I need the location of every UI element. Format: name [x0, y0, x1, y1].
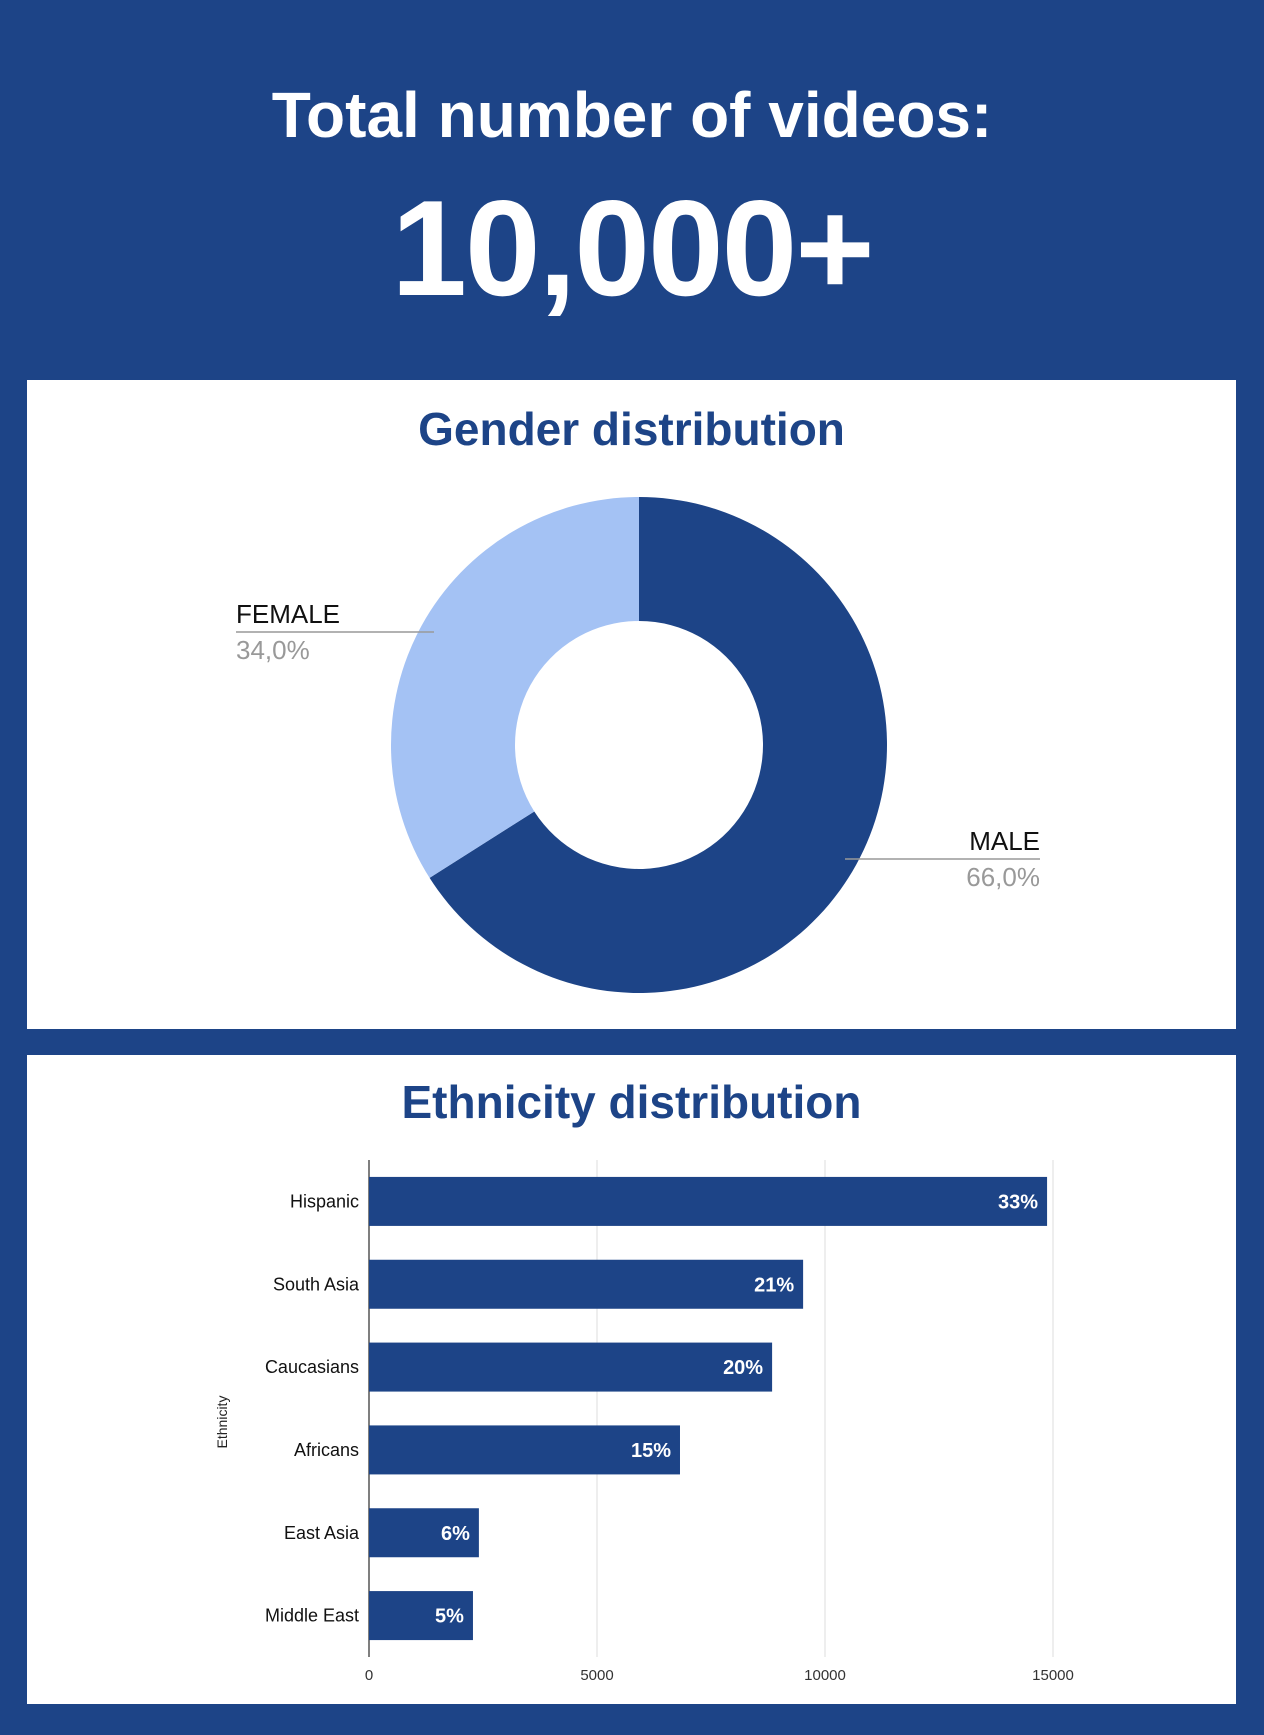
bar-data-label: 20% — [723, 1357, 763, 1379]
bar-data-label: 6% — [441, 1523, 470, 1545]
category-label: Middle East — [265, 1606, 359, 1626]
x-tick-label: 10000 — [804, 1667, 846, 1684]
male-value: 66,0% — [966, 862, 1040, 892]
category-label: Africans — [294, 1440, 359, 1460]
bar-hispanic — [369, 1176, 1048, 1226]
total-videos-count: 10,000+ — [391, 172, 874, 324]
bar-data-label: 21% — [754, 1274, 794, 1296]
bar-data-label: 15% — [631, 1440, 671, 1462]
ethnicity-bar-chart: 0 5000 10000 15000 Hispanic 33% South Asia 21% C… — [214, 1160, 1074, 1684]
bar-data-label: 33% — [998, 1191, 1038, 1213]
bar-middle-east — [369, 1591, 473, 1641]
x-tick-label: 5000 — [580, 1667, 613, 1684]
bar-data-label: 5% — [435, 1606, 464, 1628]
gender-chart-title: Gender distribution — [418, 403, 845, 455]
ethnicity-chart-title: Ethnicity distribution — [401, 1076, 862, 1128]
female-value: 34,0% — [236, 635, 310, 665]
gender-donut-chart: FEMALE 34,0% MALE 66,0% — [236, 497, 1040, 993]
category-label: South Asia — [273, 1274, 360, 1294]
category-label: Hispanic — [290, 1191, 359, 1211]
y-axis-title: Ethnicity — [214, 1396, 230, 1449]
category-label: Caucasians — [265, 1357, 359, 1377]
category-label: East Asia — [284, 1523, 360, 1543]
female-label: FEMALE — [236, 599, 340, 629]
bar-caucasians — [369, 1342, 773, 1392]
total-videos-title: Total number of videos: — [271, 79, 993, 151]
male-label: MALE — [969, 826, 1040, 856]
bar-south-asia — [369, 1259, 804, 1309]
donut-slice-male — [429, 497, 887, 993]
ethnicity-panel: Ethnicity distribution 0 5000 10000 15000 Hi… — [27, 1055, 1236, 1704]
gender-panel: Gender distribution FEMALE 34,0% MALE 66,0% — [27, 380, 1236, 1029]
x-tick-label: 0 — [365, 1667, 373, 1684]
bar-africans — [369, 1425, 680, 1475]
bar-east-asia — [369, 1508, 479, 1558]
x-tick-label: 15000 — [1032, 1667, 1074, 1684]
donut-slice-female — [391, 497, 639, 878]
